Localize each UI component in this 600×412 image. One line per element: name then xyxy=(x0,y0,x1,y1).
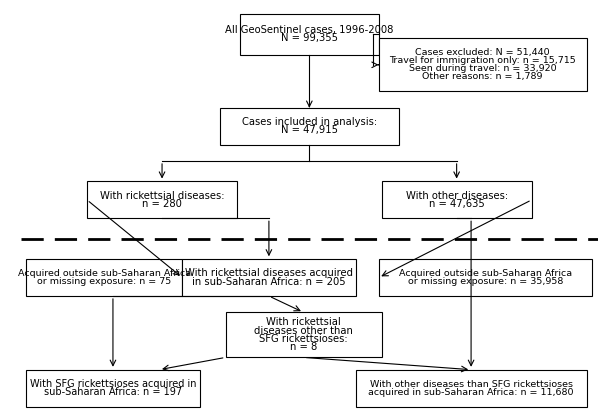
Text: With other diseases:: With other diseases: xyxy=(406,191,508,201)
Text: N = 99,355: N = 99,355 xyxy=(281,33,338,43)
FancyBboxPatch shape xyxy=(26,370,200,407)
Text: n = 8: n = 8 xyxy=(290,342,317,353)
FancyBboxPatch shape xyxy=(240,14,379,54)
Text: n = 280: n = 280 xyxy=(142,199,182,209)
Text: N = 47,915: N = 47,915 xyxy=(281,125,338,136)
FancyBboxPatch shape xyxy=(220,108,399,145)
Text: With rickettsial diseases acquired: With rickettsial diseases acquired xyxy=(185,269,353,279)
Text: With rickettsial diseases:: With rickettsial diseases: xyxy=(100,191,224,201)
Text: With rickettsial: With rickettsial xyxy=(266,317,341,327)
Text: Other reasons: n = 1,789: Other reasons: n = 1,789 xyxy=(422,72,543,81)
Text: With other diseases than SFG rickettsioses: With other diseases than SFG rickettsios… xyxy=(370,379,572,389)
Text: Seen during travel: n = 33,920: Seen during travel: n = 33,920 xyxy=(409,64,556,73)
FancyBboxPatch shape xyxy=(26,259,182,296)
Text: diseases other than: diseases other than xyxy=(254,326,353,336)
FancyBboxPatch shape xyxy=(356,370,587,407)
Text: All GeoSentinel cases, 1996-2008: All GeoSentinel cases, 1996-2008 xyxy=(225,25,394,35)
Text: Travel for immigration only: n = 15,715: Travel for immigration only: n = 15,715 xyxy=(389,56,576,66)
Text: or missing exposure: n = 75: or missing exposure: n = 75 xyxy=(37,277,172,286)
FancyBboxPatch shape xyxy=(226,312,382,358)
Text: Cases excluded: N = 51,440: Cases excluded: N = 51,440 xyxy=(415,48,550,57)
Text: Acquired outside sub-Saharan Africa: Acquired outside sub-Saharan Africa xyxy=(18,269,191,278)
FancyBboxPatch shape xyxy=(379,259,592,296)
Text: SFG rickettsioses:: SFG rickettsioses: xyxy=(259,334,348,344)
Text: acquired in sub-Saharan Africa: n = 11,680: acquired in sub-Saharan Africa: n = 11,6… xyxy=(368,388,574,397)
Text: sub-Saharan Africa: n = 197: sub-Saharan Africa: n = 197 xyxy=(44,387,182,397)
Text: Acquired outside sub-Saharan Africa: Acquired outside sub-Saharan Africa xyxy=(399,269,572,278)
Text: in sub-Saharan Africa: n = 205: in sub-Saharan Africa: n = 205 xyxy=(192,277,346,287)
FancyBboxPatch shape xyxy=(87,181,237,218)
Text: With SFG rickettsioses acquired in: With SFG rickettsioses acquired in xyxy=(29,379,196,389)
Text: or missing exposure: n = 35,958: or missing exposure: n = 35,958 xyxy=(408,277,563,286)
FancyBboxPatch shape xyxy=(182,259,356,296)
FancyBboxPatch shape xyxy=(382,181,532,218)
Text: n = 47,635: n = 47,635 xyxy=(429,199,485,209)
FancyBboxPatch shape xyxy=(379,38,587,91)
Text: Cases included in analysis:: Cases included in analysis: xyxy=(242,117,377,127)
